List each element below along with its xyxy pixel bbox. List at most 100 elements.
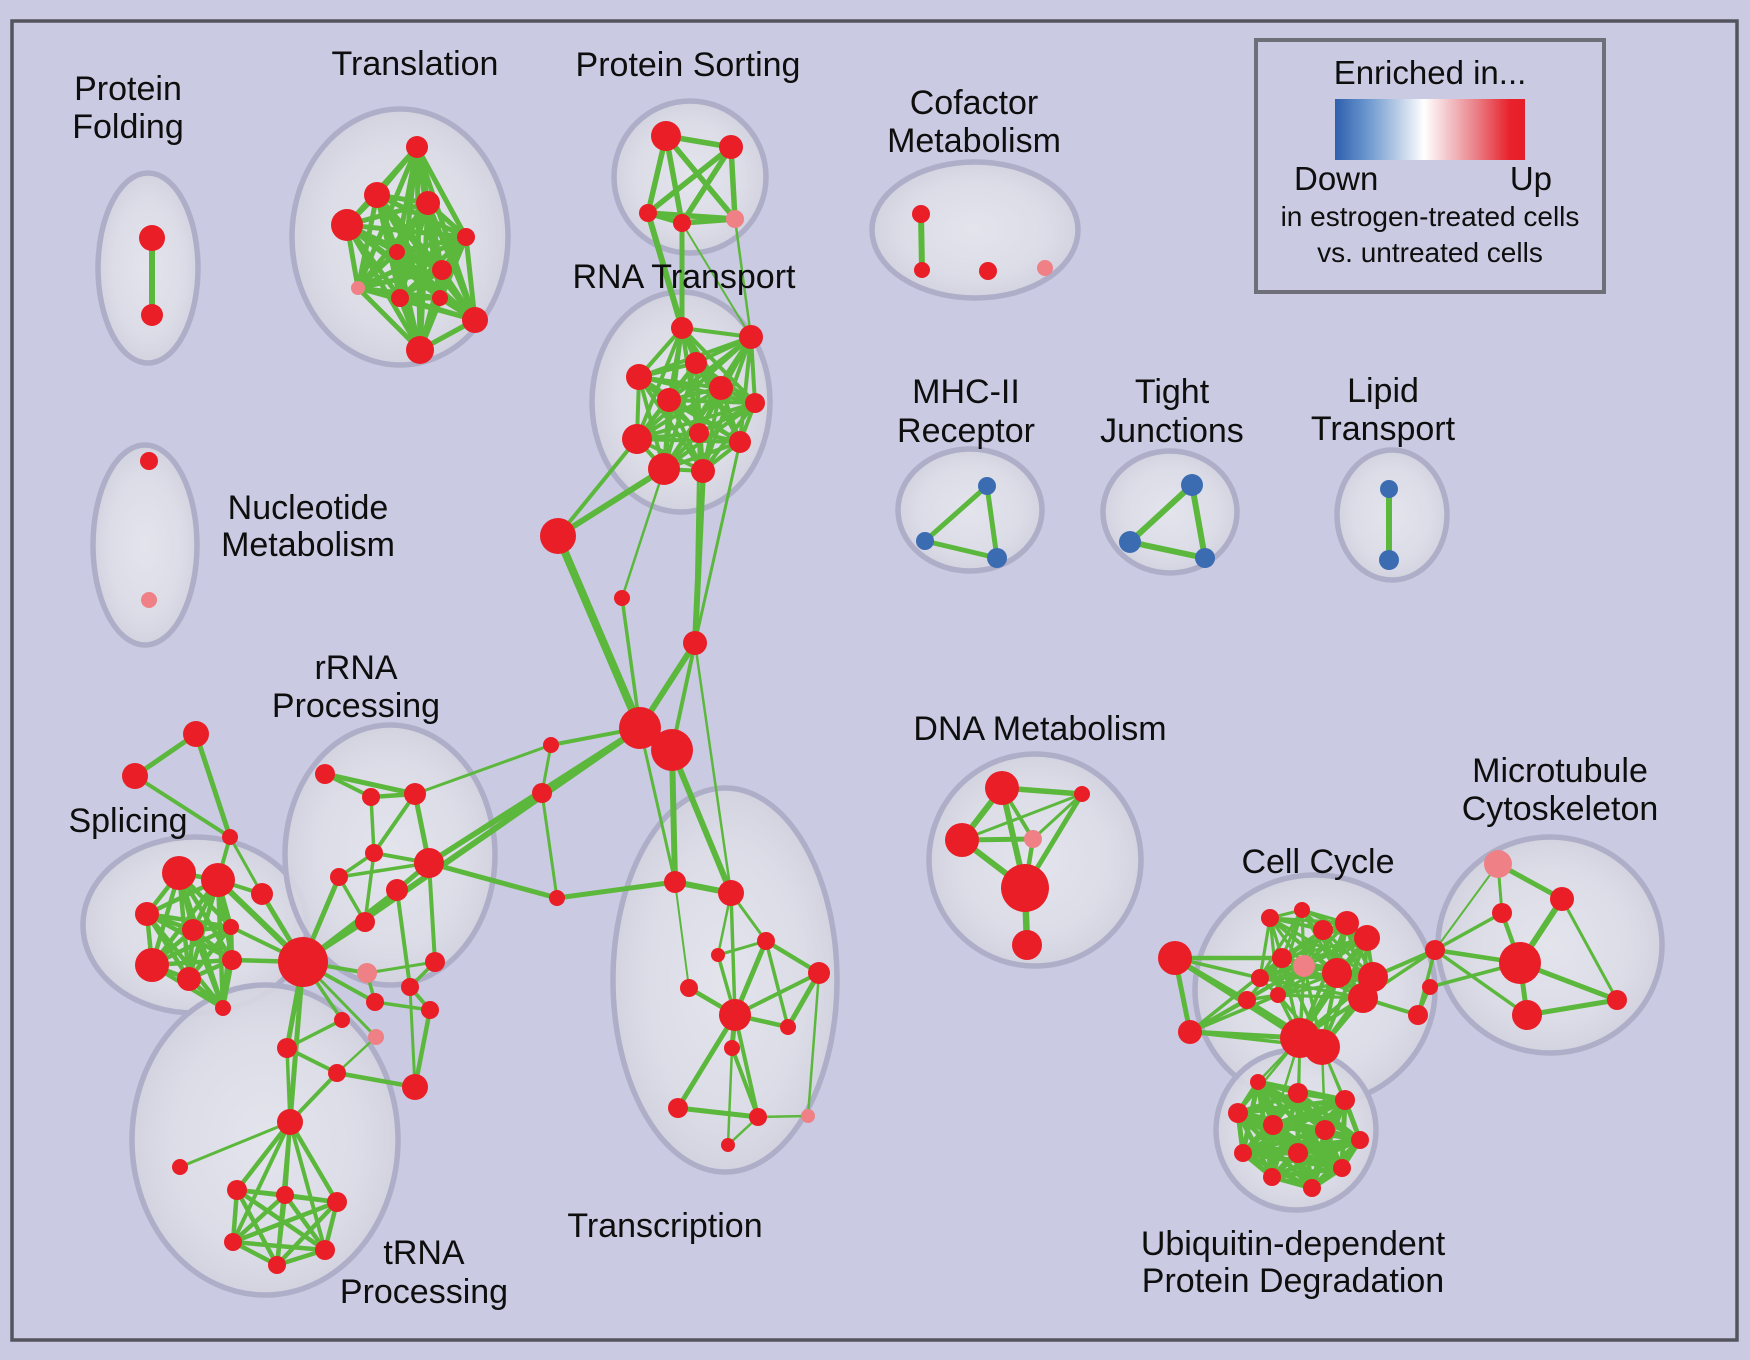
edge-b1-b3 [984,483,1000,561]
edge-d2-d4 [960,792,1084,842]
node-s4 [182,919,204,941]
edge-tj1-tj3 [1189,482,1208,561]
node-t6 [680,979,698,997]
edge-v4-v6 [344,222,469,240]
edge-k1-k6 [234,1187,280,1268]
edge-t7-t10 [675,1012,738,1111]
node-t12 [801,1109,815,1123]
node-k5 [315,1240,335,1260]
node-cf1 [912,205,930,223]
node-v2 [364,182,390,208]
edge-th-iso [178,1120,292,1169]
node-n5 [657,388,681,412]
node-cf2 [914,262,930,278]
node-s15 [183,721,209,747]
edge-t2-h2 [693,641,733,895]
edge-n6-n12 [701,386,723,473]
edge-n8-n10 [635,437,742,444]
edge-n4-n12 [637,375,705,473]
node-g8 [277,1038,297,1058]
edge-g3-g4 [373,1000,432,1012]
node-r1 [315,764,335,784]
edge-th-k5 [288,1120,327,1252]
node-c12 [1251,969,1269,987]
cluster-label-dna-metabolism: DNA Metabolism [913,710,1166,748]
node-t10 [668,1098,688,1118]
edge-p3-n1 [645,210,685,331]
node-u4 [1228,1103,1248,1123]
edge-u10-u11 [1269,1165,1345,1180]
node-c4 [1313,920,1333,940]
node-u5 [1263,1115,1283,1135]
node-s3 [135,902,159,926]
node-k2 [276,1186,294,1204]
node-k4 [224,1233,242,1251]
edge-hb-t1 [669,747,678,885]
node-g7 [368,1029,384,1045]
edge-c2-c12 [1258,916,1272,980]
node-m5 [1607,990,1627,1010]
edge-hb-t2 [669,747,734,896]
edge-p4-n2 [681,222,752,338]
edge-k3-k4 [230,1199,340,1245]
node-lp2 [1379,550,1399,570]
node-pf2 [141,304,163,326]
node-d5 [1001,864,1049,912]
node-c20 [1422,979,1438,995]
edge-v7-v8 [355,267,445,291]
edge-v5-v6 [394,234,469,255]
legend-subtitle: in estrogen-treated cells vs. untreated … [1258,199,1602,271]
node-l1 [543,737,559,753]
node-r2 [362,788,380,806]
node-c18 [1408,1005,1428,1025]
node-c7 [1272,948,1292,968]
edge-p2-p3 [645,144,734,216]
edge-r6-g1 [427,861,437,964]
edge-v5-v8 [355,249,400,291]
edge-n7-n12 [701,401,757,473]
edge-n11-bn [555,466,667,539]
node-p4 [673,214,691,232]
node-u9 [1288,1143,1308,1163]
node-n12 [691,459,715,483]
node-c15 [1280,1018,1320,1058]
node-u6 [1315,1120,1335,1140]
edge-v6-v8 [355,234,469,291]
cluster-label-rrna-processing: rRNA Processing [272,649,440,725]
edge-n8-bn [556,437,639,538]
node-u10 [1333,1159,1351,1177]
edge-c19-m3 [1433,911,1504,952]
edge-p2-p4 [679,144,734,226]
cluster-label-lipid-transport: Lipid Transport [1311,372,1456,448]
legend-subtitle-line2: vs. untreated cells [1317,237,1543,268]
node-d2 [945,823,979,857]
cluster-label-protein-folding: Protein Folding [72,70,184,146]
edge-m5-m6 [1524,997,1620,1018]
node-n7 [745,393,765,413]
edge-c6-c16 [1320,936,1369,1049]
node-c5 [1335,911,1359,935]
cluster-ellipse-dna-metabolism [926,751,1144,969]
edge-cf1-cf2 [918,211,925,273]
cluster-label-splicing: Splicing [68,802,187,840]
node-r7 [386,879,408,901]
node-v6 [457,228,475,246]
node-t4 [711,948,725,962]
cluster-ellipse-mhc-ii-receptor [895,446,1045,574]
node-m4 [1499,942,1541,984]
node-u11 [1263,1168,1281,1186]
edge-k2-k4 [230,1192,288,1245]
cluster-label-rna-transport: RNA Transport [573,258,797,296]
cluster-label-trna-processing: tRNA Processing [340,1234,508,1311]
node-n2 [739,325,763,349]
legend-gradient-bar [1335,99,1525,160]
node-t1 [664,871,686,893]
edge-r5-r6 [337,861,431,879]
cluster-label-microtubule-cytoskeleton: Microtubule Cytoskeleton [1462,752,1659,828]
edge-th-k4 [231,1120,292,1244]
edge-l2-t14 [540,791,559,900]
edge-t3-t8 [764,939,790,1029]
node-nu2 [141,592,157,608]
edge-c10-c12 [1258,975,1375,980]
edge-t12-t5 [806,971,821,1118]
